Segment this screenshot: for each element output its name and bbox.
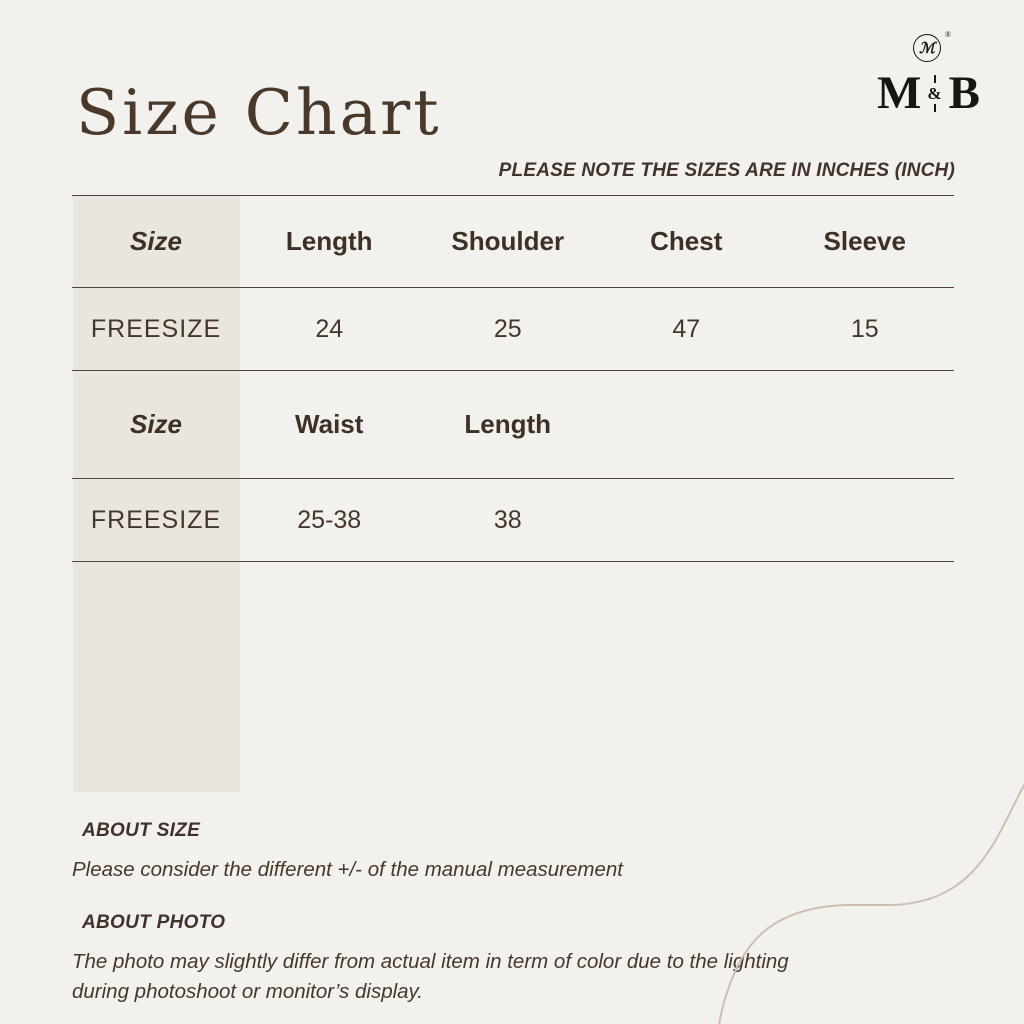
bottom-table-header-row: Size Waist Length bbox=[72, 370, 954, 478]
top-table-size-value: FREESIZE bbox=[90, 314, 222, 343]
divider-dash-bottom bbox=[933, 104, 936, 112]
monogram-letter: ℳ bbox=[918, 38, 936, 57]
brand-monogram-icon: ℳ bbox=[913, 34, 941, 62]
units-note: PLEASE NOTE THE SIZES ARE IN INCHES (INC… bbox=[498, 160, 955, 181]
top-table-chest-value: 47 bbox=[672, 314, 701, 343]
logo-divider: & bbox=[927, 74, 942, 114]
top-table-data-row: FREESIZE 24 25 47 15 bbox=[72, 287, 954, 370]
size-tables: Size Length Shoulder Chest Sleeve FREESI… bbox=[72, 195, 954, 562]
top-table-shoulder-value: 25 bbox=[493, 314, 522, 343]
bottom-table-header-length: Length bbox=[464, 409, 552, 439]
top-table-header-length: Length bbox=[285, 226, 373, 256]
about-photo-heading: ABOUT PHOTO bbox=[82, 912, 226, 933]
about-photo-section: ABOUT PHOTO The photo may slightly diffe… bbox=[72, 912, 842, 1006]
about-size-heading: ABOUT SIZE bbox=[82, 820, 201, 841]
registered-trademark-icon: ® bbox=[944, 30, 951, 39]
bottom-table-waist-value: 25-38 bbox=[297, 505, 362, 534]
size-column-background bbox=[73, 195, 240, 792]
logo-ampersand: & bbox=[927, 84, 942, 103]
bottom-table-size-value: FREESIZE bbox=[90, 505, 222, 534]
about-photo-text: The photo may slightly differ from actua… bbox=[72, 950, 789, 1003]
about-size-text: Please consider the different +/- of the… bbox=[72, 858, 623, 881]
top-table-header-chest: Chest bbox=[650, 226, 723, 256]
bottom-table-data-row: FREESIZE 25-38 38 bbox=[72, 478, 954, 562]
top-table-length-value: 24 bbox=[315, 314, 344, 343]
brand-wordmark: M & B bbox=[877, 67, 980, 119]
logo-letter-m: M bbox=[877, 67, 921, 119]
about-size-section: ABOUT SIZE Please consider the different… bbox=[72, 820, 623, 885]
top-table-sleeve-value: 15 bbox=[850, 314, 879, 343]
brand-logo: ℳ ® M & B bbox=[868, 30, 988, 119]
top-table-header-size: Size bbox=[129, 226, 183, 256]
page-title: Size Chart bbox=[76, 76, 442, 149]
bottom-table-header-size: Size bbox=[129, 409, 183, 439]
top-table-header-sleeve: Sleeve bbox=[823, 226, 906, 256]
divider-dash-top bbox=[933, 75, 936, 83]
brand-emblem: ℳ ® bbox=[913, 30, 951, 64]
top-table-header-shoulder: Shoulder bbox=[451, 226, 565, 256]
logo-letter-b: B bbox=[948, 67, 980, 119]
top-table-header-row: Size Length Shoulder Chest Sleeve bbox=[72, 195, 954, 287]
bottom-table-header-waist: Waist bbox=[295, 409, 364, 439]
bottom-table-length-value: 38 bbox=[493, 505, 522, 534]
